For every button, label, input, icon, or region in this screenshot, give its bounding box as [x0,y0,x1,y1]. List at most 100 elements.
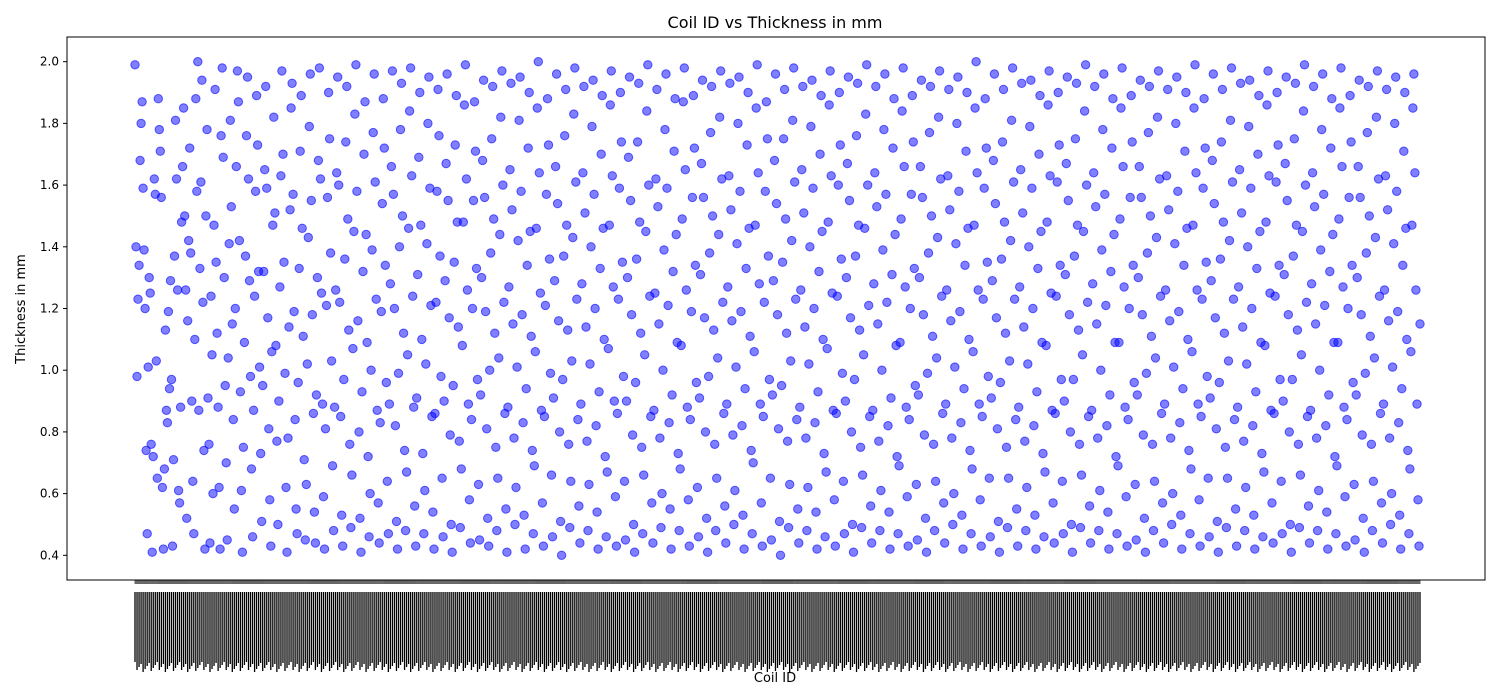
data-point [1413,495,1423,505]
data-point [1091,202,1101,212]
data-point [1166,433,1176,443]
data-point [759,297,769,307]
data-point [553,316,564,326]
data-point [1272,87,1282,98]
data-point [1000,328,1011,338]
data-point [316,288,327,298]
data-point [883,421,893,431]
data-point [655,433,665,443]
data-point [144,272,154,283]
data-point [956,418,966,428]
data-point [659,245,669,255]
data-point [320,424,331,434]
data-point [592,507,602,517]
data-point [422,239,432,249]
data-point [558,374,568,385]
data-point [574,501,584,511]
data-point [966,529,976,539]
data-point [231,161,242,172]
data-point [584,479,594,490]
data-point [732,239,742,249]
data-point [366,365,376,375]
data-point [566,476,576,486]
data-point [614,183,625,193]
data-point [1294,522,1305,533]
data-point [396,78,407,89]
data-point [1250,544,1260,554]
data-point [1117,63,1127,73]
data-point [1284,427,1295,437]
data-point [1397,384,1407,394]
data-point [1252,263,1262,274]
data-point [797,165,807,175]
data-point [820,532,830,542]
data-point [1187,347,1197,357]
data-point [679,63,689,73]
data-point [226,202,237,212]
data-point [974,399,984,409]
data-point [354,427,364,437]
data-point [532,103,542,113]
data-point [579,81,589,92]
data-point [879,124,889,135]
data-point [1235,78,1246,89]
data-point [157,482,168,493]
data-point [876,485,886,496]
data-point [845,313,856,323]
data-point [920,513,931,523]
data-point [1092,319,1102,329]
data-point [901,402,911,412]
data-point [832,291,842,301]
data-point [287,78,297,89]
data-point [1155,291,1166,301]
data-point [229,504,240,514]
data-point [923,248,934,258]
data-point [465,538,476,548]
data-point [637,442,647,452]
data-point [384,399,395,409]
y-tick-label: 0.8 [40,425,59,439]
data-point [1277,529,1287,539]
data-point [301,479,311,490]
data-point [959,384,969,394]
data-point [1004,356,1015,366]
data-point [1395,510,1405,520]
data-point [1389,239,1399,249]
data-point [917,192,928,203]
data-point [393,368,404,378]
data-point [131,242,141,252]
data-point [415,87,425,98]
data-point [504,282,514,292]
data-point [610,492,621,502]
data-point [995,377,1006,388]
data-point [325,248,336,258]
data-point [1234,165,1245,175]
data-point [736,306,746,317]
data-point [186,248,196,258]
data-point [559,251,569,261]
data-point [878,245,888,255]
data-point [196,177,206,187]
data-point [851,131,862,141]
data-point [962,87,972,98]
data-point [748,458,758,468]
data-point [909,263,919,274]
data-point [934,66,945,76]
data-point [877,365,887,375]
data-point [1350,535,1360,545]
data-point [1097,245,1107,255]
data-point [1409,69,1419,79]
data-point [1398,260,1408,270]
data-point [1376,498,1387,508]
data-point [353,316,363,326]
data-point [279,257,289,267]
data-point [1278,396,1288,406]
data-point [943,171,953,181]
data-point [1055,260,1065,270]
data-point [998,84,1009,95]
data-point [1053,87,1063,98]
data-point [174,498,185,508]
data-point [745,331,755,341]
data-point [696,158,707,169]
data-point [388,189,399,200]
